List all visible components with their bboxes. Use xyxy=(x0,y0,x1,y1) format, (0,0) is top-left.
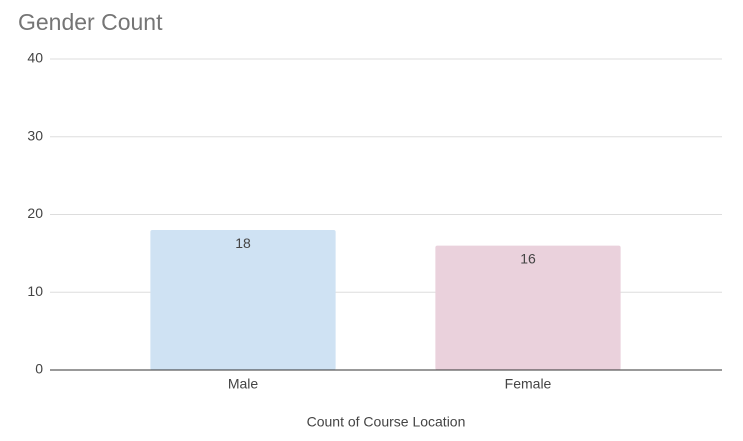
x-tick-label: Male xyxy=(228,376,259,392)
y-tick-label: 20 xyxy=(27,205,43,221)
x-tick-label: Female xyxy=(505,376,552,392)
y-tick-label: 0 xyxy=(35,361,43,377)
data-label: 18 xyxy=(235,235,251,251)
bar xyxy=(435,245,621,370)
bar xyxy=(150,230,336,370)
x-axis-title: Count of Course Location xyxy=(307,414,466,430)
y-tick-label: 30 xyxy=(27,127,43,143)
data-label: 16 xyxy=(520,250,536,266)
y-tick-label: 40 xyxy=(27,50,43,66)
chart-title: Gender Count xyxy=(18,9,163,35)
y-tick-label: 10 xyxy=(27,283,43,299)
